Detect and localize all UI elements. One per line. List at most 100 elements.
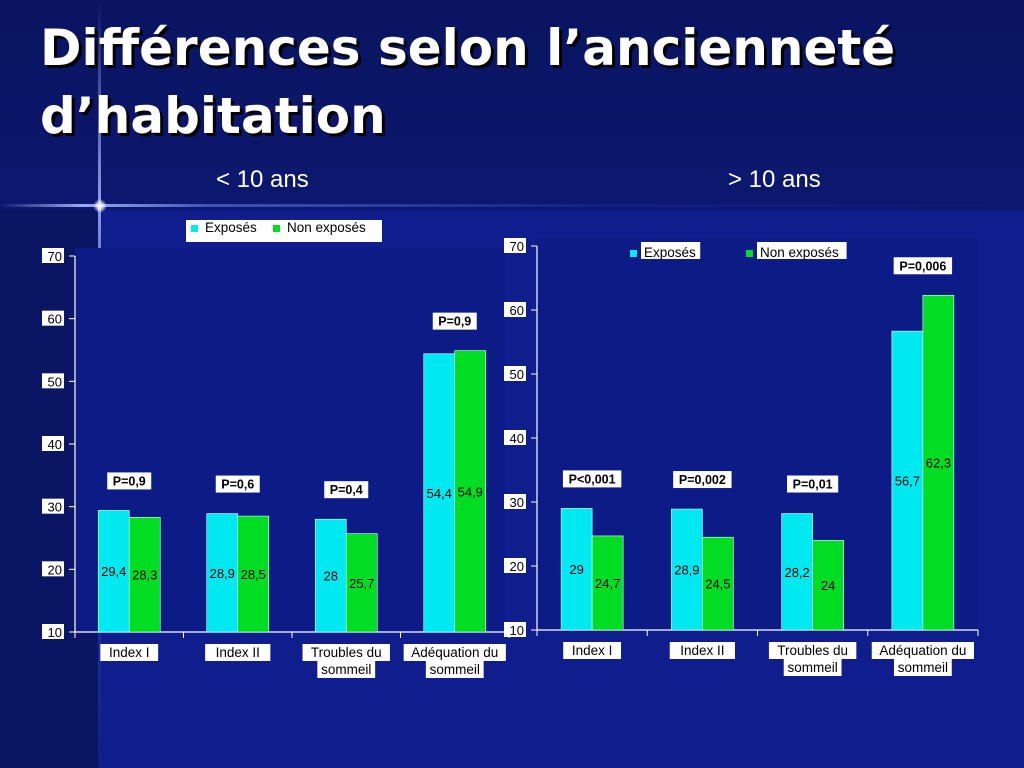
- legend-swatch-exposes: [630, 250, 637, 257]
- category-label: sommeil: [787, 660, 837, 675]
- category-label: Index II: [216, 645, 260, 660]
- y-tick-label-bg: [42, 248, 64, 263]
- pvalue-label: P<0,001: [569, 472, 616, 486]
- pvalue-label-bg: [324, 481, 369, 499]
- category-label: sommeil: [321, 662, 371, 677]
- decorative-horizontal-line: [0, 204, 1024, 207]
- bar-non-exposes: [237, 515, 270, 633]
- bar-exposes: [671, 508, 703, 631]
- pvalue-label-bg: [893, 257, 953, 275]
- category-label: Index I: [109, 645, 150, 660]
- bar-exposes: [314, 518, 347, 633]
- category-label-bg: [893, 659, 952, 676]
- y-tick-label: 40: [48, 437, 62, 452]
- bar-exposes: [206, 513, 239, 633]
- data-label: 28,2: [784, 565, 809, 580]
- category-label-bg: [302, 644, 390, 661]
- y-tick-label-bg: [504, 366, 526, 381]
- bar-exposes: [97, 510, 130, 633]
- pvalue-label-bg: [215, 475, 260, 493]
- title-line-2: d’habitation: [40, 87, 386, 145]
- legend-box: [186, 220, 382, 242]
- data-label: 24,5: [705, 577, 730, 592]
- y-tick-label: 60: [510, 303, 524, 318]
- y-tick-label-bg: [42, 436, 64, 451]
- category-label: Index I: [572, 643, 613, 658]
- bar-exposes: [560, 508, 593, 631]
- category-label-bg: [669, 642, 735, 659]
- y-tick-label: 20: [510, 559, 524, 574]
- decorative-sparkle-icon: [93, 199, 107, 213]
- pvalue-label: P=0,4: [330, 483, 363, 497]
- category-label-bg: [871, 642, 974, 659]
- data-label: 25,7: [349, 576, 374, 591]
- data-label: 24,7: [595, 576, 620, 591]
- data-label: 28,9: [210, 566, 235, 581]
- y-tick-label-bg: [42, 373, 64, 389]
- pvalue-label-bg: [673, 471, 732, 489]
- bar-non-exposes: [128, 517, 161, 633]
- y-tick-label: 50: [48, 374, 62, 389]
- data-label: 28: [324, 569, 338, 584]
- pvalue-label-bg: [107, 472, 152, 490]
- data-label: 54,9: [458, 484, 483, 499]
- background-top: [0, 0, 1024, 210]
- pvalue-label-bg: [787, 475, 839, 493]
- bar-exposes: [781, 513, 813, 631]
- data-label: 56,7: [895, 474, 920, 489]
- pvalue-label: P=0,9: [113, 474, 146, 488]
- category-label-bg: [100, 644, 159, 661]
- category-label: Troubles du: [777, 643, 848, 658]
- category-label-bg: [425, 661, 484, 678]
- y-tick-label: 40: [510, 431, 524, 446]
- y-tick-label: 60: [48, 312, 62, 327]
- data-label: 54,4: [427, 486, 452, 501]
- y-tick-label: 30: [48, 500, 62, 515]
- y-tick-label: 70: [510, 239, 524, 254]
- pvalue-label: P=0,006: [899, 259, 946, 273]
- y-tick-label: 10: [510, 623, 524, 638]
- chart-right-title: > 10 ans: [728, 166, 821, 193]
- bar-exposes: [891, 330, 924, 631]
- category-label: Index II: [680, 643, 724, 658]
- title-line-1: Différences selon l’ancienneté: [40, 19, 896, 77]
- legend-label: Exposés: [644, 245, 696, 260]
- category-label-bg: [317, 661, 376, 678]
- legend-swatch-non-exposes: [746, 250, 753, 257]
- y-tick-label-bg: [504, 494, 526, 509]
- y-tick-label: 20: [48, 562, 62, 577]
- category-label: Adéquation du: [411, 645, 498, 660]
- data-label: 29: [569, 562, 583, 577]
- legend-label-bg: [641, 242, 701, 259]
- category-label: Adéquation du: [879, 643, 966, 658]
- pvalue-label-bg: [562, 470, 622, 488]
- data-label: 28,3: [132, 568, 157, 583]
- data-label: 29,4: [101, 564, 126, 579]
- category-label-bg: [403, 644, 506, 661]
- pvalue-label: P=0,6: [221, 478, 254, 492]
- pvalue-label: P=0,01: [793, 478, 833, 492]
- chart-left-title: < 10 ans: [216, 166, 309, 193]
- pvalue-label: P=0,002: [679, 473, 726, 487]
- page-title: Différences selon l’ancienneté d’habitat…: [40, 14, 895, 150]
- pvalue-label-bg: [432, 312, 477, 330]
- bar-non-exposes: [591, 535, 624, 631]
- data-label: 24: [821, 578, 835, 593]
- category-label: Troubles du: [311, 645, 382, 660]
- bar-non-exposes: [345, 533, 378, 633]
- category-label: sommeil: [430, 662, 480, 677]
- legend-label: Exposés: [205, 220, 257, 235]
- y-tick-label: 70: [48, 249, 62, 264]
- legend-label: Non exposés: [760, 245, 839, 260]
- category-label-bg: [783, 659, 842, 676]
- category-label-bg: [563, 642, 622, 659]
- y-tick-label: 30: [510, 495, 524, 510]
- legend-swatch-exposes: [191, 225, 198, 232]
- y-tick-label: 50: [510, 367, 524, 382]
- category-label: sommeil: [898, 660, 948, 675]
- y-tick-label-bg: [504, 558, 526, 573]
- category-label-bg: [205, 644, 271, 661]
- legend-label-bg: [757, 242, 847, 259]
- data-label: 28,9: [674, 563, 699, 578]
